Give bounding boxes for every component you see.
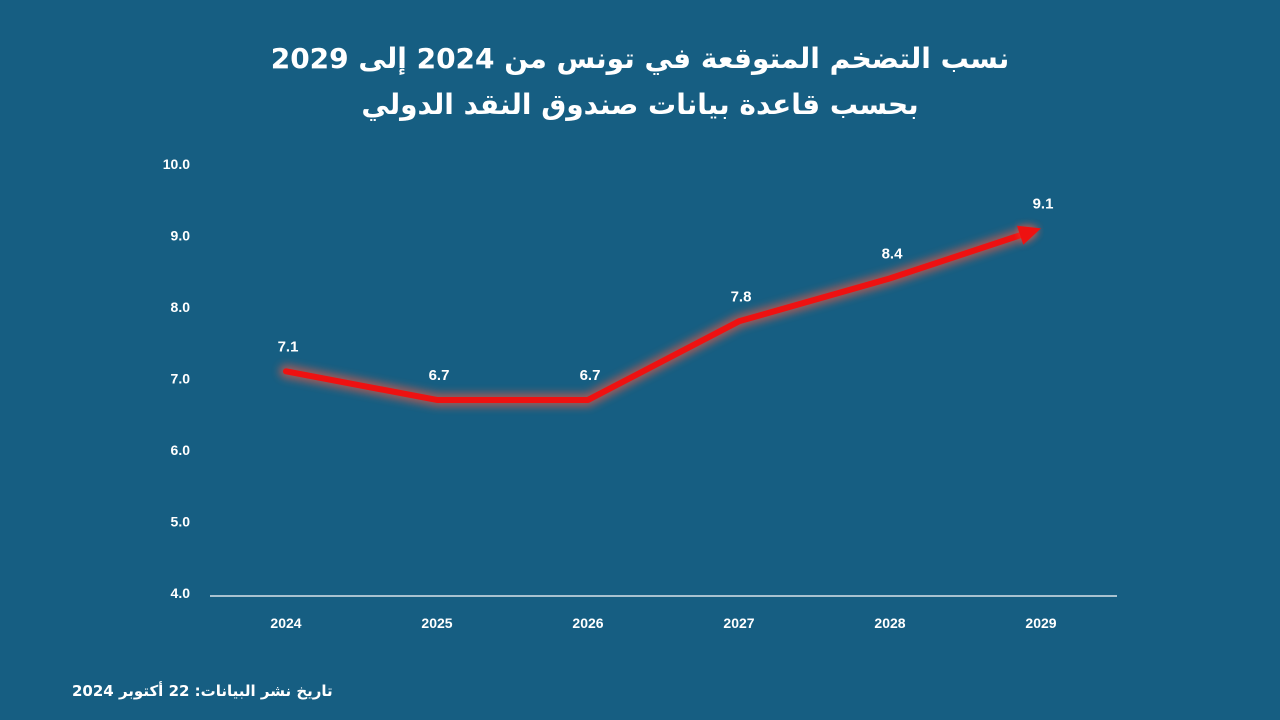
x-tick-label: 2027 [723, 615, 754, 631]
inflation-series [279, 225, 1041, 407]
y-tick-label: 9.0 [171, 228, 191, 244]
x-tick-label: 2026 [572, 615, 603, 631]
x-tick-label: 2028 [874, 615, 905, 631]
y-tick-label: 10.0 [163, 156, 190, 172]
x-axis: 2024 2025 2026 2027 2028 2029 [210, 595, 1117, 631]
series-glow [279, 225, 1037, 407]
chart-title: نسب التضخم المتوقعة في تونس من 2024 إلى … [0, 36, 1280, 128]
data-labels: 7.1 6.7 6.7 7.8 8.4 9.1 [278, 195, 1054, 384]
chart-title-line-2: بحسب قاعدة بيانات صندوق النقد الدولي [361, 88, 919, 121]
y-tick-label: 5.0 [171, 514, 191, 530]
data-label: 6.7 [429, 367, 450, 384]
x-tick-label: 2024 [270, 615, 301, 631]
y-tick-label: 4.0 [171, 585, 191, 601]
data-label: 9.1 [1033, 195, 1054, 212]
series-line [283, 229, 1033, 403]
y-tick-label: 8.0 [171, 299, 191, 315]
data-label: 6.7 [580, 367, 601, 384]
publication-date-note: تاريخ نشر البيانات: 22 أكتوبر 2024 [72, 682, 333, 700]
arrow-head [1016, 225, 1041, 245]
x-tick-label: 2029 [1025, 615, 1056, 631]
x-tick-label: 2025 [421, 615, 452, 631]
y-tick-label: 6.0 [171, 442, 191, 458]
y-axis: 10.0 9.0 8.0 7.0 6.0 5.0 4.0 [163, 156, 190, 601]
data-label: 8.4 [882, 245, 904, 262]
chart-title-line-1: نسب التضخم المتوقعة في تونس من 2024 إلى … [270, 42, 1010, 75]
data-label: 7.8 [731, 288, 752, 305]
data-label: 7.1 [278, 338, 299, 355]
y-tick-label: 7.0 [171, 371, 191, 387]
drop-lines [285, 228, 1042, 590]
